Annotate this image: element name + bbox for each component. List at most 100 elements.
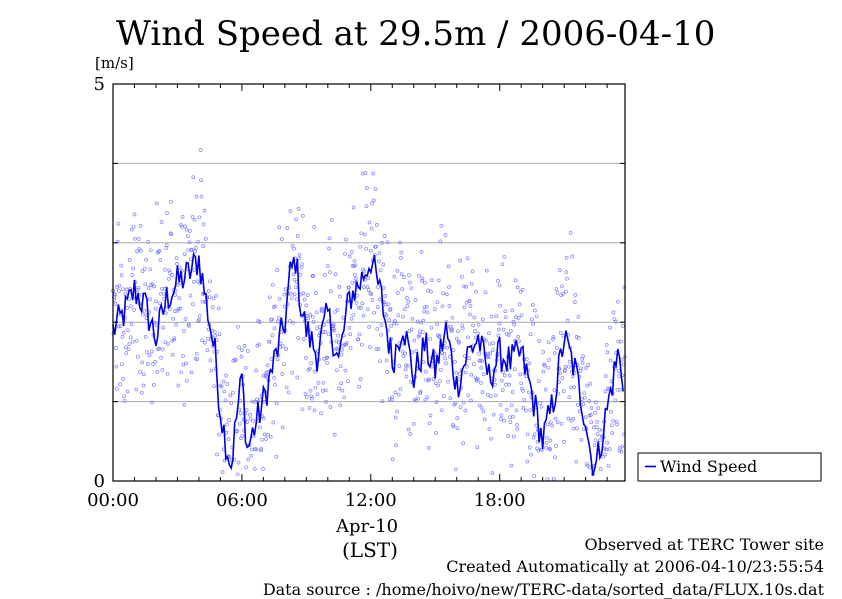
scatter-point xyxy=(394,443,398,448)
scatter-point xyxy=(405,304,410,308)
scatter-point xyxy=(160,367,165,372)
scatter-point xyxy=(525,432,530,437)
scatter-point xyxy=(404,363,408,368)
scatter-point xyxy=(127,342,132,346)
scatter-point xyxy=(244,465,249,470)
scatter-point xyxy=(333,272,338,277)
scatter-point xyxy=(261,467,265,471)
scatter-point xyxy=(393,319,397,323)
scatter-point xyxy=(235,429,240,433)
scatter-point xyxy=(363,171,368,175)
scatter-point xyxy=(507,382,511,387)
scatter-point xyxy=(616,369,621,373)
scatter-point xyxy=(512,367,517,372)
scatter-point xyxy=(116,221,121,226)
scatter-point xyxy=(141,383,146,388)
scatter-point xyxy=(154,323,159,328)
scatter-point xyxy=(604,342,609,347)
scatter-point xyxy=(154,201,159,206)
scatter-point xyxy=(426,446,431,450)
scatter-point xyxy=(400,349,405,354)
scatter-point xyxy=(381,286,386,290)
scatter-point xyxy=(414,349,419,353)
scatter-point xyxy=(305,293,310,297)
scatter-point xyxy=(268,434,273,439)
scatter-point xyxy=(547,358,551,362)
scatter-point xyxy=(311,319,316,324)
scatter-point xyxy=(123,291,128,296)
scatter-point xyxy=(182,252,187,256)
scatter-point xyxy=(248,412,252,417)
scatter-point xyxy=(421,318,426,323)
scatter-point xyxy=(212,384,216,389)
scatter-point xyxy=(493,393,498,398)
scatter-point xyxy=(321,380,326,385)
scatter-point xyxy=(451,424,456,429)
scatter-point xyxy=(420,330,425,334)
scatter-point xyxy=(201,244,206,248)
scatter-point xyxy=(422,305,427,310)
scatter-point xyxy=(199,194,204,199)
scatter-point xyxy=(213,333,218,338)
scatter-point xyxy=(235,472,240,477)
scatter-point xyxy=(443,356,447,361)
scatter-point xyxy=(603,452,607,457)
scatter-point xyxy=(583,415,588,420)
scatter-point xyxy=(328,405,333,409)
scatter-point xyxy=(361,313,366,318)
scatter-point xyxy=(406,427,411,432)
scatter-point xyxy=(479,365,484,370)
scatter-point xyxy=(145,350,149,354)
scatter-point xyxy=(434,431,438,435)
scatter-point xyxy=(114,364,119,369)
scatter-point xyxy=(519,313,524,318)
scatter-point xyxy=(398,240,402,245)
scatter-point xyxy=(337,386,341,391)
scatter-point xyxy=(246,349,250,353)
scatter-point xyxy=(331,322,336,327)
scatter-point xyxy=(335,307,340,312)
footer-site: Observed at TERC Tower site xyxy=(584,535,825,554)
scatter-point xyxy=(579,366,583,371)
scatter-point xyxy=(532,474,536,478)
scatter-point xyxy=(520,287,525,292)
scatter-point xyxy=(370,201,374,206)
scatter-point xyxy=(613,319,618,324)
scatter-point xyxy=(410,316,415,321)
scatter-point xyxy=(181,353,185,358)
scatter-point xyxy=(288,319,292,323)
scatter-point xyxy=(482,417,487,422)
scatter-point xyxy=(519,381,524,386)
scatter-point xyxy=(164,243,169,247)
scatter-point xyxy=(392,274,397,279)
scatter-point xyxy=(555,290,560,295)
scatter-point xyxy=(308,312,313,317)
scatter-point xyxy=(417,333,422,337)
scatter-point xyxy=(373,187,378,191)
scatter-point xyxy=(237,421,242,426)
scatter-point xyxy=(462,305,467,310)
scatter-point xyxy=(146,240,151,244)
scatter-point xyxy=(327,246,331,251)
scatter-point xyxy=(461,441,466,446)
scatter-point xyxy=(560,284,564,289)
scatter-point xyxy=(443,233,448,237)
scatter-point xyxy=(271,305,276,309)
scatter-point xyxy=(364,246,368,251)
scatter-point xyxy=(261,373,266,378)
scatter-point xyxy=(320,309,325,314)
scatter-point xyxy=(284,347,289,351)
scatter-point xyxy=(617,374,621,378)
scatter-point xyxy=(365,186,369,190)
scatter-point xyxy=(548,438,553,443)
scatter-point xyxy=(538,401,542,405)
scatter-point xyxy=(402,275,406,279)
scatter-point xyxy=(545,422,550,427)
scatter-point xyxy=(288,209,293,213)
scatter-point xyxy=(184,227,189,232)
scatter-point xyxy=(118,382,122,387)
scatter-point xyxy=(509,463,514,468)
scatter-point xyxy=(428,336,432,341)
scatter-point xyxy=(454,370,459,375)
scatter-point xyxy=(377,251,382,256)
